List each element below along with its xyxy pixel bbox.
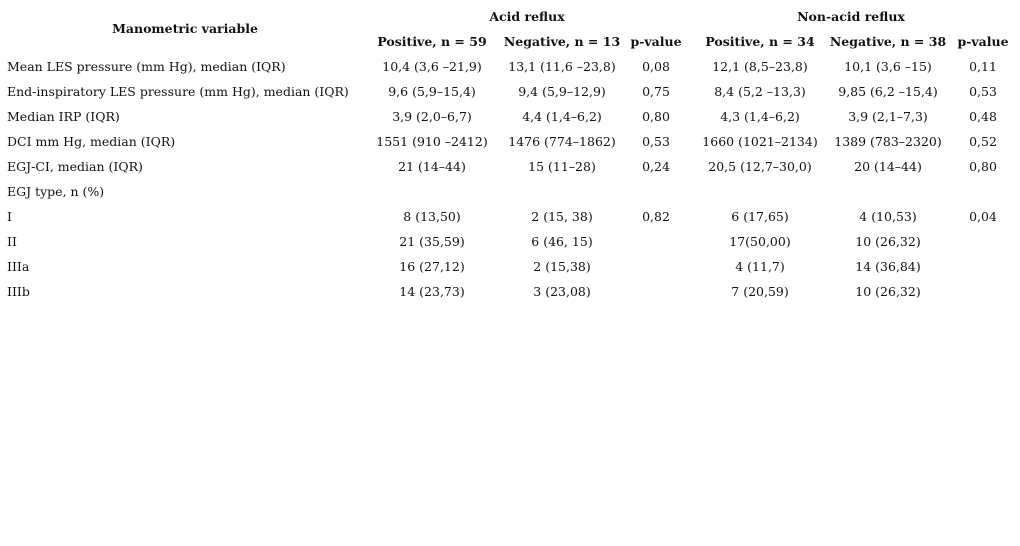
cell: 0,24 (642, 159, 670, 174)
cell: 0,75 (642, 84, 670, 99)
cell: 10 (26,32) (855, 234, 921, 249)
cell: 14 (23,73) (399, 284, 465, 299)
cell: 21 (14–44) (398, 159, 466, 174)
group-header: Acid reflux (489, 9, 565, 24)
cell: 4,4 (1,4–6,2) (522, 109, 602, 124)
cell: 20 (14–44) (854, 159, 922, 174)
column-header: Positive, n = 34 (705, 34, 815, 49)
cell: 0,80 (969, 159, 997, 174)
cell: 4 (10,53) (859, 209, 917, 224)
cell: 4 (11,7) (735, 259, 785, 274)
cell: 20,5 (12,7–30,0) (708, 159, 812, 174)
cell: 9,85 (6,2 –15,4) (838, 84, 938, 99)
cell: 0,53 (969, 84, 997, 99)
cell: 9,6 (5,9–15,4) (388, 84, 476, 99)
cell: 0,80 (642, 109, 670, 124)
cell: 0,11 (969, 59, 997, 74)
cell: 0,48 (969, 109, 997, 124)
column-header: Negative, n = 13 (503, 34, 621, 49)
cell: 1660 (1021–2134) (702, 134, 818, 149)
row-label: EGJ type, n (%) (7, 184, 105, 199)
cell: 3,9 (2,0–6,7) (392, 109, 472, 124)
row-label: EGJ-CI, median (IQR) (7, 159, 143, 174)
column-header: Negative, n = 38 (829, 34, 947, 49)
column-header: Positive, n = 59 (377, 34, 487, 49)
row-label: DCI mm Hg, median (IQR) (7, 134, 176, 149)
cell: 7 (20,59) (731, 284, 789, 299)
cell: 3 (23,08) (533, 284, 591, 299)
cell: 0,52 (969, 134, 997, 149)
row-label: Mean LES pressure (mm Hg), median (IQR) (7, 59, 286, 74)
cell: 10,4 (3,6 –21,9) (382, 59, 482, 74)
column-header: p-value (630, 34, 682, 49)
row-label: End-inspiratory LES pressure (mm Hg), me… (7, 84, 349, 99)
cell: 1476 (774–1862) (508, 134, 616, 149)
cell: 1389 (783–2320) (834, 134, 942, 149)
row-label: IIIa (7, 259, 30, 274)
cell: 8,4 (5,2 –13,3) (714, 84, 806, 99)
cell: 9,4 (5,9–12,9) (518, 84, 606, 99)
row-label: II (7, 234, 17, 249)
cell: 6 (46, 15) (531, 234, 593, 249)
cell: 16 (27,12) (399, 259, 465, 274)
cell: 15 (11–28) (528, 159, 596, 174)
cell: 8 (13,50) (403, 209, 461, 224)
cell: 2 (15,38) (533, 259, 591, 274)
cell: 13,1 (11,6 –23,8) (508, 59, 616, 74)
cell: 4,3 (1,4–6,2) (720, 109, 800, 124)
row-label: I (7, 209, 12, 224)
cell: 0,04 (969, 209, 997, 224)
cell: 14 (36,84) (855, 259, 921, 274)
cell: 17(50,00) (729, 234, 791, 249)
group-header: Non-acid reflux (797, 9, 905, 24)
variable-header: Manometric variable (112, 21, 258, 36)
cell: 3,9 (2,1–7,3) (848, 109, 928, 124)
cell: 6 (17,65) (731, 209, 789, 224)
row-label: IIIb (7, 284, 30, 299)
cell: 0,53 (642, 134, 670, 149)
cell: 0,08 (642, 59, 670, 74)
cell: 1551 (910 –2412) (376, 134, 488, 149)
cell: 12,1 (8,5–23,8) (712, 59, 808, 74)
cell: 2 (15, 38) (531, 209, 593, 224)
cell: 0,82 (642, 209, 670, 224)
row-label: Median IRP (IQR) (7, 109, 120, 124)
cell: 21 (35,59) (399, 234, 465, 249)
cell: 10 (26,32) (855, 284, 921, 299)
column-header: p-value (957, 34, 1009, 49)
cell: 10,1 (3,6 –15) (844, 59, 932, 74)
